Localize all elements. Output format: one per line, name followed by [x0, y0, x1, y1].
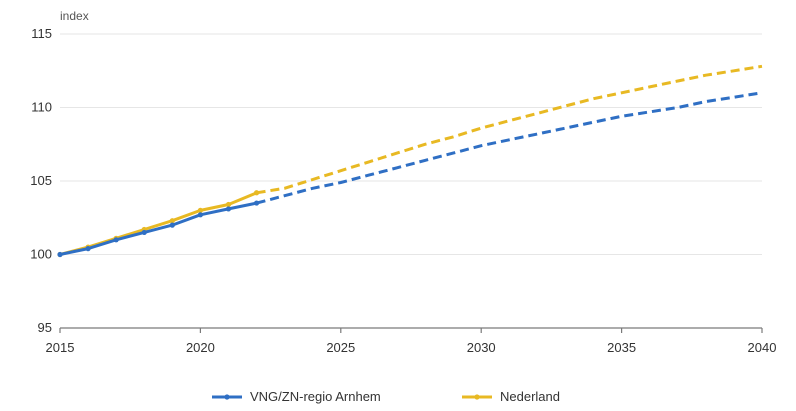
x-tick-label: 2040 [748, 340, 777, 355]
x-tick-label: 2015 [46, 340, 75, 355]
y-tick-label: 115 [31, 26, 52, 41]
data-point-vng-zn-regio-arnhem [113, 237, 119, 243]
x-tick-label: 2035 [607, 340, 636, 355]
legend-marker-vng-zn-regio-arnhem [224, 394, 230, 400]
legend-marker-nederland [474, 394, 480, 400]
data-point-nederland [169, 218, 175, 224]
data-point-vng-zn-regio-arnhem [225, 206, 232, 212]
axis-layer: 95 100 105 110 115 2015 2020 2025 2030 2035 2040 [30, 26, 776, 355]
x-tick-label: 2025 [326, 340, 355, 355]
data-point-vng-zn-regio-arnhem [141, 229, 147, 236]
series-layer [57, 64, 763, 258]
y-tick-label: 105 [30, 173, 52, 188]
legend-label-vng-zn-regio-arnhem: VNG/ZN-regio Arnhem [250, 389, 381, 404]
data-point-vng-zn-regio-arnhem [85, 246, 91, 252]
y-tick-label: 95 [38, 320, 52, 335]
legend: VNG/ZN-regio Arnhem Nederland [212, 389, 560, 404]
x-tick-label: 2030 [467, 340, 496, 355]
y-axis-title: index [60, 9, 89, 23]
y-tick-label: 100 [30, 247, 52, 262]
series-line-projected-vng-zn-regio-arnhem [256, 91, 763, 205]
y-tick-label: 110 [31, 100, 52, 115]
data-point-nederland [197, 207, 203, 213]
grid-layer [60, 33, 762, 255]
data-point-vng-zn-regio-arnhem [197, 212, 203, 218]
data-point-vng-zn-regio-arnhem [169, 222, 175, 228]
data-point-nederland [225, 201, 232, 208]
series-line-observed-vng-zn-regio-arnhem [58, 201, 259, 256]
legend-label-nederland: Nederland [500, 389, 560, 404]
series-line-projected-nederland [256, 64, 763, 195]
x-tick-label: 2020 [186, 340, 215, 355]
data-point-vng-zn-regio-arnhem [57, 251, 63, 258]
